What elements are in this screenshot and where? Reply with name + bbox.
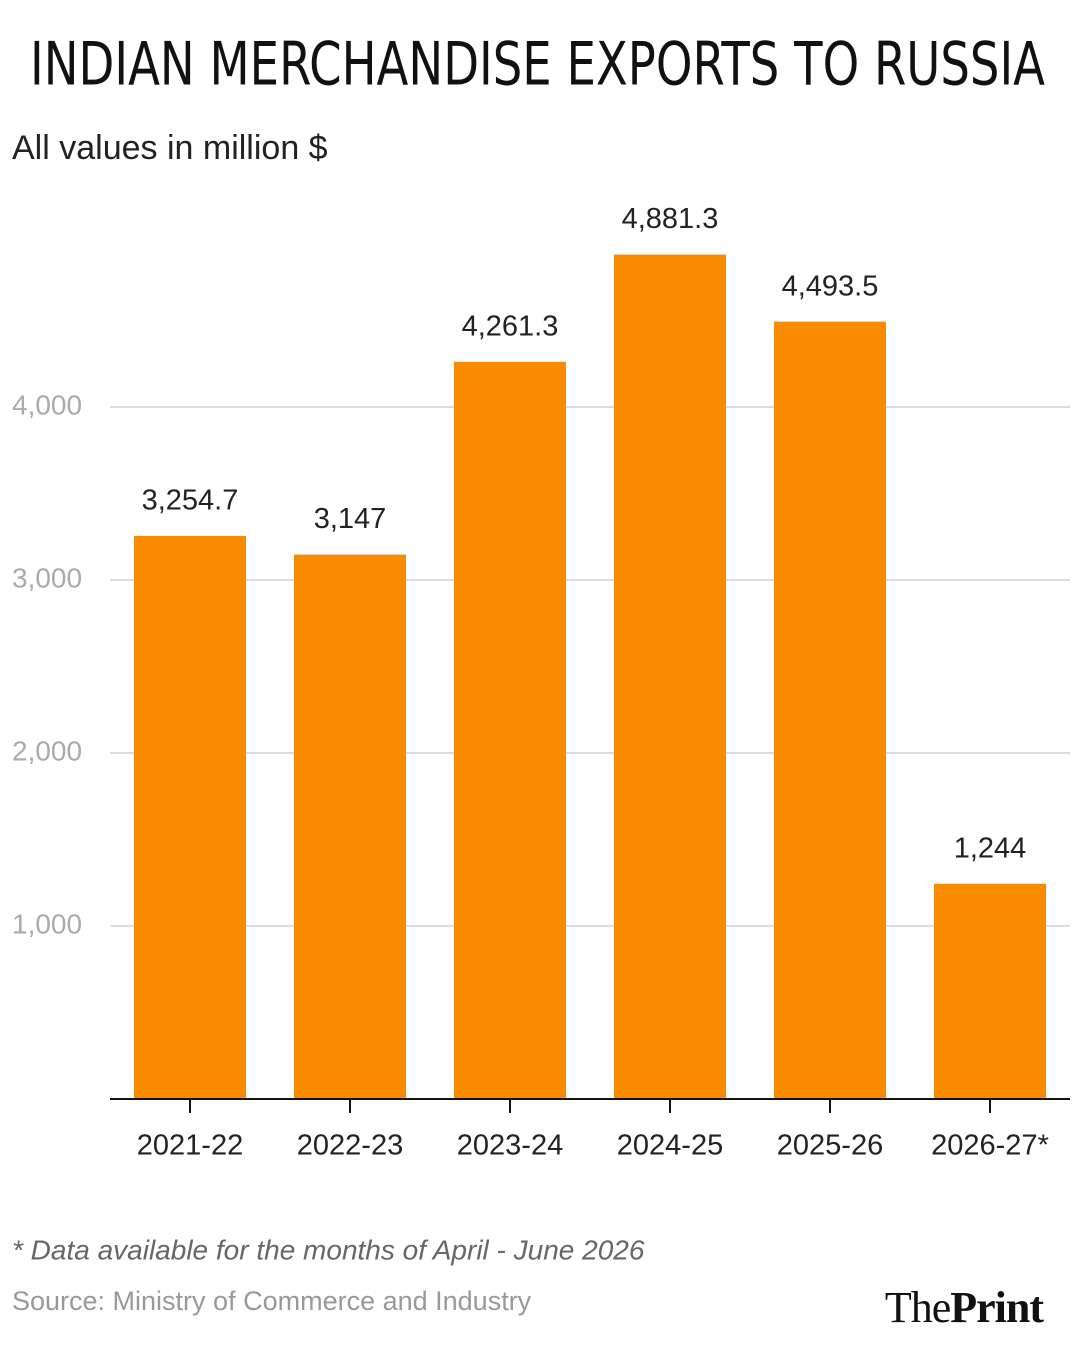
y-tick-label: 1,000	[12, 908, 82, 939]
y-tick-label: 3,000	[12, 562, 82, 593]
bar	[774, 321, 886, 1099]
value-label: 4,881.3	[622, 203, 719, 235]
source: Source: Ministry of Commerce and Industr…	[12, 1286, 532, 1316]
bar	[294, 554, 406, 1099]
y-tick-label: 4,000	[12, 389, 82, 420]
value-label: 4,261.3	[462, 310, 559, 342]
bar	[454, 361, 566, 1099]
brand-name: Print	[950, 1283, 1044, 1332]
brand-logo: ThePrint	[885, 1283, 1045, 1332]
x-tick-label: 2026-27*	[931, 1130, 1049, 1162]
bar	[134, 535, 246, 1099]
value-label: 3,254.7	[142, 485, 239, 517]
x-tick-label: 2022-23	[297, 1130, 403, 1162]
y-tick-label: 2,000	[12, 735, 82, 766]
x-tick-label: 2024-25	[617, 1130, 723, 1162]
x-tick-label: 2023-24	[457, 1130, 563, 1162]
value-label: 3,147	[314, 503, 387, 535]
brand-prefix: The	[885, 1283, 950, 1332]
x-tick-label: 2021-22	[137, 1130, 243, 1162]
bar	[934, 883, 1046, 1099]
footnote: * Data available for the months of April…	[12, 1234, 645, 1265]
chart-title: INDIAN MERCHANDISE EXPORTS TO RUSSIA	[30, 30, 1045, 100]
value-label: 4,493.5	[782, 270, 879, 302]
x-tick-label: 2025-26	[777, 1130, 883, 1162]
value-label: 1,244	[954, 832, 1027, 864]
bar	[614, 254, 726, 1099]
chart-subtitle: All values in million $	[12, 129, 328, 167]
